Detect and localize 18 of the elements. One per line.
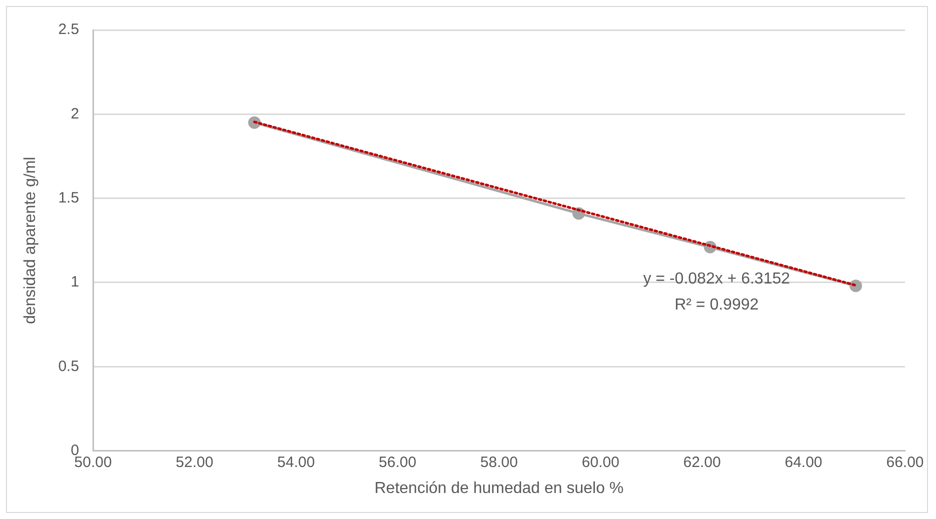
x-tick-label: 52.00 bbox=[176, 454, 214, 471]
x-tick-label: 54.00 bbox=[277, 454, 315, 471]
x-tick-label: 60.00 bbox=[582, 454, 620, 471]
y-tick-label: 1 bbox=[70, 274, 80, 291]
y-axis-title: densidad aparente g/ml bbox=[22, 156, 40, 324]
x-tick-label: 62.00 bbox=[683, 454, 721, 471]
annotation: y = -0.082x + 6.3152 bbox=[643, 270, 790, 288]
y-tick-label: 0.5 bbox=[58, 358, 80, 375]
x-tick-label: 66.00 bbox=[886, 454, 924, 471]
y-tick-label: 2 bbox=[70, 105, 80, 122]
x-tick-label: 56.00 bbox=[378, 454, 416, 471]
x-tick-label: 64.00 bbox=[784, 454, 822, 471]
annotation: R² = 0.9992 bbox=[674, 296, 759, 314]
y-tick-label: 1.5 bbox=[58, 189, 80, 206]
x-tick-label: 58.00 bbox=[480, 454, 518, 471]
y-tick-label: 2.5 bbox=[58, 21, 80, 38]
x-tick-label: 50.00 bbox=[74, 454, 112, 471]
x-axis-title: Retención de humedad en suelo % bbox=[374, 480, 624, 497]
